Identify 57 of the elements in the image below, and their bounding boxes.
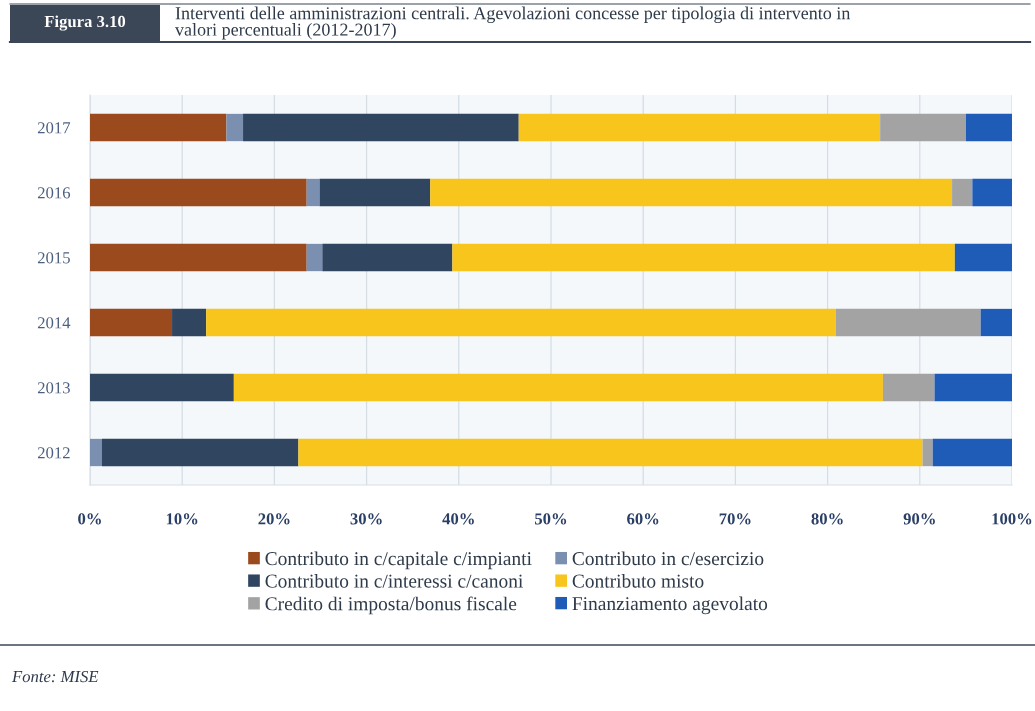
x-tick-label: 20% [258, 513, 290, 525]
bar [90, 113, 227, 142]
x-tick-label: 90% [903, 513, 935, 525]
bar [101, 438, 299, 467]
legend-label: Contributo in c/interessi c/canoni [265, 573, 523, 588]
chart-title: Figura 3.10 [44, 15, 126, 31]
x-tick-label: 40% [442, 513, 474, 525]
bar [172, 308, 207, 337]
bar [934, 373, 1012, 402]
bar [319, 178, 431, 207]
bar [922, 438, 933, 467]
bar [952, 178, 973, 207]
bar [90, 438, 102, 467]
y-tick-label: 2015 [37, 252, 70, 264]
bar [306, 178, 320, 207]
bar [322, 243, 453, 272]
bar [965, 113, 1012, 142]
bar [206, 308, 836, 337]
x-tick-label: 50% [535, 513, 567, 525]
y-tick-label: 2014 [37, 317, 71, 329]
bar [226, 113, 244, 142]
bar [932, 438, 1012, 467]
x-tick-label: 60% [627, 513, 659, 525]
bar [306, 243, 323, 272]
legend-label: Contributo in c/capitale c/impianti [265, 551, 532, 570]
x-tick-label: 70% [719, 513, 751, 525]
x-tick-label: 0% [78, 513, 101, 525]
bar [882, 373, 935, 402]
x-tick-label: 10% [166, 513, 198, 525]
y-tick-label: 2016 [37, 187, 71, 199]
bar [972, 178, 1012, 207]
source-note: Fonte: MISE [11, 670, 99, 683]
bar [90, 243, 307, 272]
legend-label: Credito di imposta/bonus fiscale [265, 596, 517, 615]
x-tick-label: 100% [992, 513, 1032, 525]
chart-subtitle: Interventi delle amministrazioni centrali. Agevolazioni concesse per tipologia di intervento in valori percentuali (2012-2017) [175, 6, 851, 40]
bar [954, 243, 1012, 272]
x-tick-label: 80% [811, 513, 843, 525]
y-tick-label: 2012 [37, 447, 70, 459]
bar [90, 308, 173, 337]
bar [518, 113, 881, 142]
bar [835, 308, 981, 337]
legend-label: Contributo misto [572, 573, 704, 588]
bar [90, 178, 307, 207]
y-tick-label: 2017 [37, 122, 71, 134]
bar [880, 113, 966, 142]
bar [980, 308, 1012, 337]
bar [90, 373, 234, 402]
bar [233, 373, 883, 402]
bar [243, 113, 519, 142]
y-tick-label: 2013 [37, 382, 70, 394]
legend-label: Contributo in c/esercizio [572, 551, 764, 566]
bar [298, 438, 923, 467]
legend-label: Finanziamento agevolato [572, 596, 768, 615]
bar [430, 178, 953, 207]
bar [452, 243, 955, 272]
x-tick-label: 30% [350, 513, 382, 525]
